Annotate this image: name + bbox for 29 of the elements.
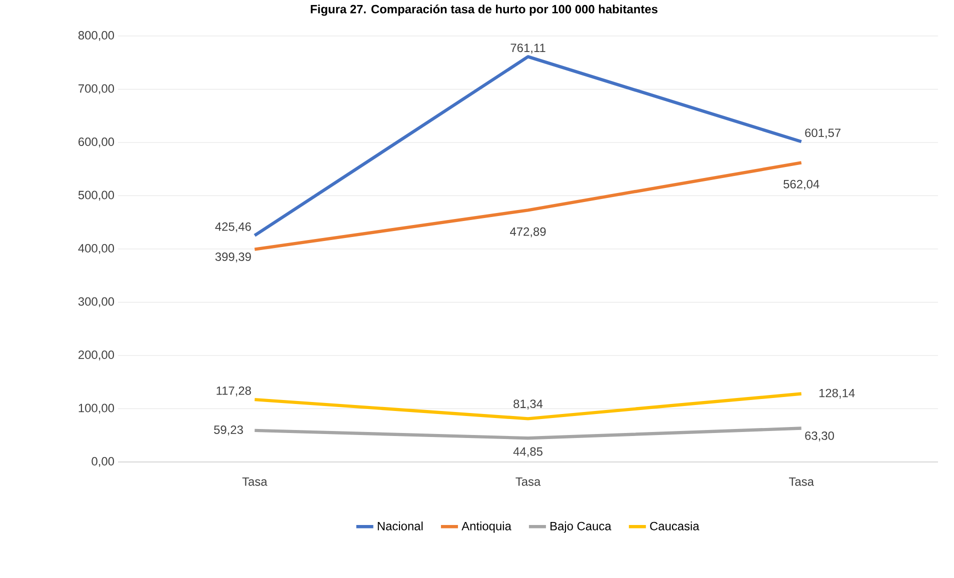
- y-tick-label: 400,00: [78, 244, 114, 254]
- data-label: 63,30: [805, 431, 834, 442]
- y-tick-label: 800,00: [78, 31, 114, 41]
- x-tick-label: Tasa: [788, 478, 814, 486]
- data-label: 117,28: [216, 386, 251, 396]
- chart-title: Figura 27. Comparación tasa de hurto por 100 000 habitantes: [310, 4, 658, 16]
- data-label: 472,89: [510, 227, 546, 238]
- data-label: 761,11: [510, 44, 546, 54]
- data-label: 81,34: [514, 400, 543, 410]
- y-tick-label: 200,00: [78, 350, 114, 360]
- legend-label: Antioquia: [462, 522, 512, 533]
- data-label: 59,23: [214, 426, 243, 436]
- data-label: 44,85: [513, 447, 542, 458]
- y-tick-label: 0,00: [92, 457, 114, 467]
- data-label: 601,57: [805, 128, 840, 138]
- y-tick-label: 100,00: [78, 404, 114, 414]
- y-tick-label: 300,00: [78, 297, 114, 308]
- data-label: 399,39: [215, 252, 251, 262]
- y-tick-label: 700,00: [78, 84, 114, 94]
- data-label: 562,04: [784, 180, 820, 190]
- y-tick-label: 500,00: [78, 190, 114, 201]
- data-label: 425,46: [215, 222, 251, 232]
- x-tick-label: Tasa: [242, 478, 268, 486]
- y-tick-label: 600,00: [78, 138, 114, 148]
- x-tick-label: Tasa: [516, 478, 541, 486]
- data-label: 128,14: [819, 388, 855, 399]
- legend-label: Nacional: [378, 522, 423, 530]
- legend-label: Bajo Cauca: [550, 522, 612, 533]
- legend-label: Caucasia: [650, 522, 700, 530]
